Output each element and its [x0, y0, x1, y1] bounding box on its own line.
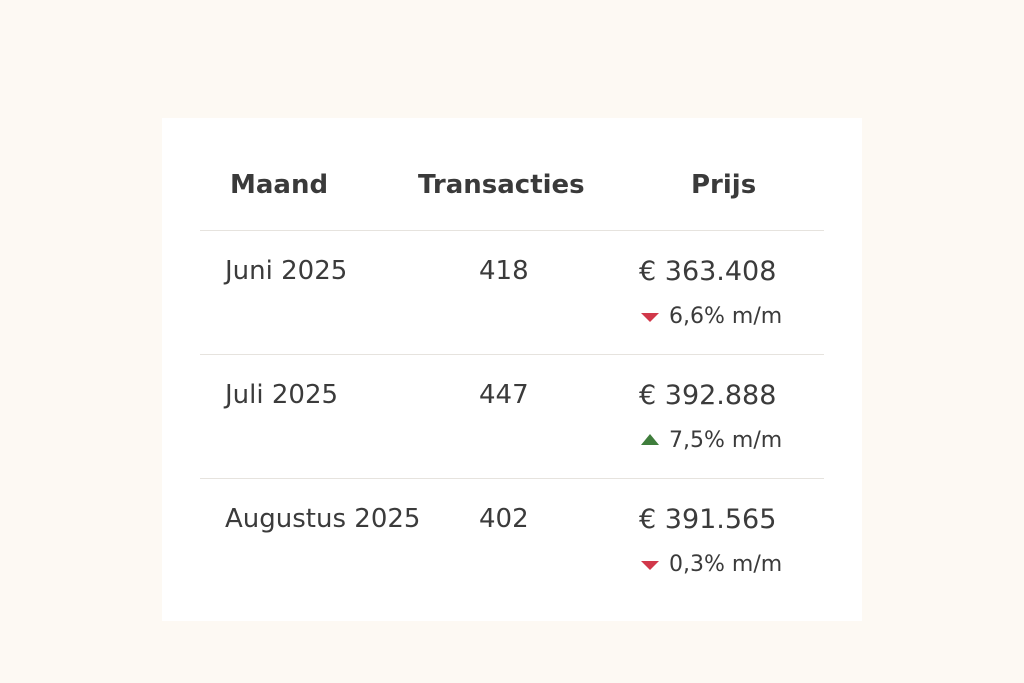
row-change-value: 7,5% m/m	[669, 428, 783, 453]
price-table-card: Maand Transacties Prijs Juni 2025 418 € …	[162, 118, 862, 621]
row-transactions: 402	[479, 504, 529, 534]
triangle-down-icon	[641, 313, 659, 322]
table-header: Maand Transacties Prijs	[200, 118, 824, 231]
row-change-value: 0,3% m/m	[669, 552, 783, 577]
header-price: Prijs	[691, 170, 757, 200]
table-row: Juli 2025 447 € 392.888 7,5% m/m	[200, 354, 824, 479]
header-transactions: Transacties	[418, 170, 585, 200]
table-row: Augustus 2025 402 € 391.565 0,3% m/m	[200, 478, 824, 602]
row-transactions: 447	[479, 380, 529, 410]
row-month: Juni 2025	[225, 256, 348, 286]
row-change-value: 6,6% m/m	[669, 304, 783, 329]
row-change: 0,3% m/m	[641, 552, 782, 577]
row-price: € 363.408	[639, 256, 777, 287]
triangle-up-icon	[641, 434, 659, 445]
row-transactions: 418	[479, 256, 529, 286]
row-change: 7,5% m/m	[641, 428, 782, 453]
row-price: € 392.888	[639, 380, 777, 411]
table-row: Juni 2025 418 € 363.408 6,6% m/m	[200, 230, 824, 355]
row-month: Juli 2025	[225, 380, 339, 410]
header-month: Maand	[230, 170, 329, 200]
row-change: 6,6% m/m	[641, 304, 782, 329]
row-price: € 391.565	[639, 504, 777, 535]
triangle-down-icon	[641, 561, 659, 570]
row-month: Augustus 2025	[225, 504, 421, 534]
